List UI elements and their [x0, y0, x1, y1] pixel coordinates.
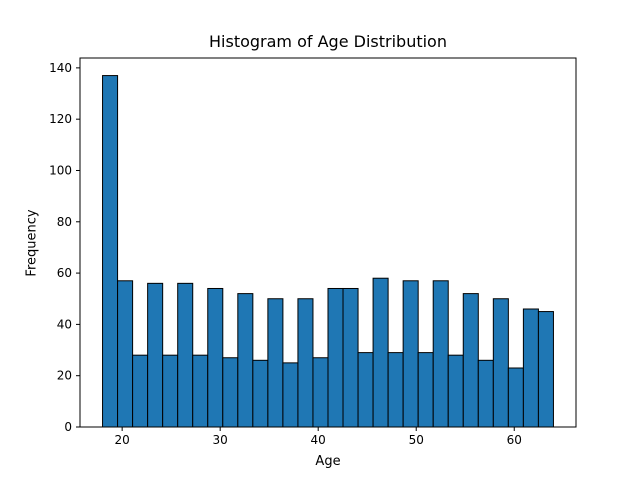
histogram-bar	[477, 359, 494, 428]
histogram-bar	[327, 287, 344, 428]
x-axis-label: Age	[315, 454, 341, 469]
histogram-bar	[282, 362, 299, 428]
y-tick-label: 80	[57, 215, 72, 229]
x-tick-label: 60	[507, 433, 522, 447]
histogram-bar	[237, 293, 254, 428]
y-tick-label: 100	[49, 163, 72, 177]
x-tick-label: 20	[115, 433, 130, 447]
histogram-bar	[342, 287, 359, 428]
histogram-bar	[387, 352, 404, 428]
y-tick-label: 60	[57, 266, 72, 280]
histogram-bar	[252, 359, 269, 428]
y-tick-label: 40	[57, 317, 72, 331]
histogram-bar	[357, 352, 374, 428]
histogram-bar	[132, 354, 149, 428]
histogram-bar	[207, 287, 224, 428]
histogram-bar	[177, 282, 194, 428]
histogram-bar	[492, 298, 509, 428]
histogram-bar	[372, 277, 389, 428]
plot-frame	[79, 57, 577, 428]
y-axis-ticks: 0 20 40 60 80 100 120 140	[49, 61, 80, 434]
histogram-bar	[462, 293, 479, 428]
histogram-bar	[117, 280, 134, 428]
histogram-bar	[312, 357, 329, 428]
histogram-bar	[447, 354, 464, 428]
histogram-bar	[267, 298, 284, 428]
histogram-bar	[402, 280, 419, 428]
bars-group	[102, 75, 554, 428]
histogram-bar	[222, 357, 239, 428]
y-tick-label: 120	[49, 112, 72, 126]
histogram-bar	[507, 367, 524, 428]
x-tick-label: 50	[409, 433, 424, 447]
x-axis-ticks: 20 30 40 50 60	[115, 427, 522, 447]
histogram-bar	[147, 282, 164, 428]
histogram-bar	[417, 352, 434, 428]
histogram-bar	[192, 354, 209, 428]
histogram-bar	[522, 308, 539, 428]
y-tick-label: 140	[49, 61, 72, 75]
chart-title: Histogram of Age Distribution	[209, 32, 447, 51]
x-tick-label: 30	[213, 433, 228, 447]
histogram-bar	[162, 354, 179, 428]
histogram-bar	[297, 298, 314, 428]
histogram-bar	[102, 75, 119, 428]
y-tick-label: 20	[57, 369, 72, 383]
x-tick-label: 40	[311, 433, 326, 447]
histogram-bar	[537, 311, 554, 428]
y-axis-label: Frequency	[24, 209, 40, 277]
y-tick-label: 0	[64, 420, 72, 434]
histogram-bar	[432, 280, 449, 428]
